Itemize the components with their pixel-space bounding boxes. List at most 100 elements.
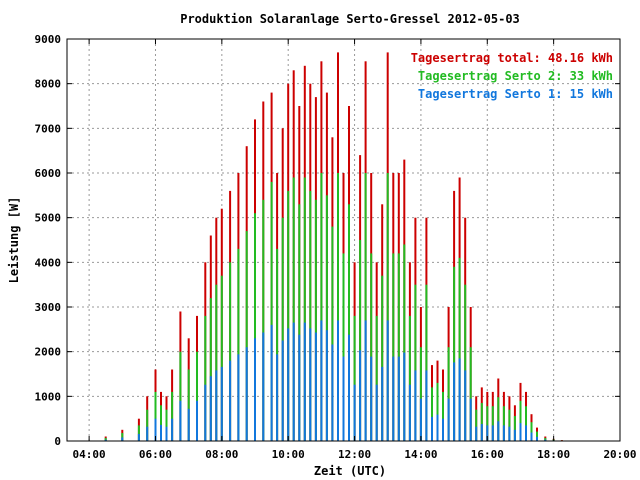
- bar-serto2: [342, 253, 345, 441]
- bar-serto1: [408, 384, 411, 441]
- bar-serto2: [414, 284, 417, 441]
- bar-serto1: [121, 437, 124, 441]
- y-tick-label: 6000: [35, 167, 62, 180]
- bar-serto2: [392, 253, 395, 441]
- bar-serto2: [220, 275, 223, 441]
- bar-serto2: [536, 431, 538, 441]
- bar-serto1: [154, 418, 157, 441]
- bar-serto1: [403, 352, 406, 441]
- bar-serto1: [146, 426, 149, 441]
- bar-serto1: [353, 384, 356, 441]
- bar-serto2: [502, 406, 505, 441]
- bar-serto1: [237, 354, 240, 441]
- legend-serto1: Tagesertrag Serto 1: 15 kWh: [418, 87, 613, 101]
- bar-serto1: [303, 322, 306, 441]
- bar-serto1: [414, 370, 417, 441]
- bar-serto1: [364, 320, 367, 441]
- bar-serto1: [375, 384, 378, 441]
- y-tick-label: 2000: [35, 346, 62, 359]
- bar-serto1: [187, 408, 190, 441]
- bar-serto2: [262, 199, 265, 441]
- x-tick-label: 10:00: [272, 448, 305, 461]
- bar-serto1: [309, 328, 312, 441]
- bar-serto2: [458, 257, 461, 441]
- bar-serto1: [513, 429, 516, 441]
- bar-serto1: [480, 424, 483, 441]
- bar-serto2: [480, 403, 483, 441]
- bar-serto1: [320, 320, 323, 441]
- bar-serto2: [254, 213, 256, 441]
- bar-serto2: [381, 275, 384, 441]
- bar-serto2: [154, 391, 157, 441]
- bar-serto1: [276, 354, 279, 441]
- bar-serto2: [442, 391, 444, 441]
- bar-serto1: [229, 360, 232, 441]
- x-tick-label: 14:00: [404, 448, 437, 461]
- x-tick-label: 16:00: [471, 448, 504, 461]
- bar-serto2: [270, 181, 273, 441]
- bar-serto2: [196, 351, 198, 441]
- x-axis-ticks: 04:00 06:00 08:00 10:00 12:00 14:00 16:00 18:00…: [73, 39, 637, 461]
- bar-serto2: [408, 315, 411, 441]
- x-tick-label: 08:00: [205, 448, 238, 461]
- bar-serto1: [419, 398, 422, 441]
- bar-serto1: [325, 330, 328, 441]
- bar-serto2: [419, 347, 422, 441]
- bar-serto1: [209, 376, 212, 441]
- y-tick-label: 4000: [35, 256, 62, 269]
- bar-serto1: [392, 356, 395, 441]
- bar-serto1: [196, 400, 198, 441]
- bar-serto1: [314, 332, 317, 441]
- bar-serto1: [287, 328, 290, 441]
- bar-serto1: [165, 426, 168, 441]
- bar-serto2: [187, 369, 190, 441]
- bar-serto1: [262, 332, 265, 441]
- bar-serto1: [215, 370, 218, 441]
- y-tick-label: 1000: [35, 390, 62, 403]
- bar-serto1: [525, 425, 527, 441]
- bar-serto1: [204, 384, 207, 441]
- y-axis-ticks: 0 1000 2000 3000 4000 5000 6000 7000 8000 9000: [35, 33, 620, 448]
- bar-serto1: [342, 356, 345, 441]
- bar-serto1: [254, 338, 256, 441]
- bar-serto1: [502, 425, 505, 441]
- bar-serto1: [486, 425, 489, 441]
- bar-serto1: [544, 439, 547, 441]
- bar-serto2: [287, 190, 290, 441]
- bar-serto2: [397, 253, 400, 441]
- bar-serto2: [364, 173, 367, 441]
- y-tick-label: 7000: [35, 122, 62, 135]
- bar-serto1: [281, 340, 284, 441]
- bar-serto2: [469, 347, 472, 441]
- bar-serto1: [464, 370, 467, 441]
- y-tick-label: 0: [54, 435, 61, 448]
- bar-serto1: [292, 322, 295, 441]
- bar-serto2: [121, 433, 124, 441]
- bar-serto1: [270, 324, 273, 441]
- bar-serto1: [458, 358, 461, 441]
- bar-serto1: [436, 414, 439, 441]
- bar-serto1: [397, 356, 400, 441]
- bar-serto1: [179, 400, 182, 441]
- bar-serto2: [431, 387, 433, 441]
- bar-serto2: [386, 173, 389, 441]
- bar-serto2: [276, 248, 279, 441]
- bars: [104, 52, 572, 442]
- bar-serto1: [508, 426, 511, 441]
- bar-serto2: [179, 351, 182, 441]
- bar-serto2: [298, 204, 301, 441]
- bar-serto2: [425, 284, 428, 441]
- legend-total: Tagesertrag total: 48.16 kWh: [411, 51, 613, 65]
- bar-serto2: [530, 422, 533, 441]
- bar-serto2: [348, 204, 350, 441]
- bar-serto2: [464, 284, 467, 441]
- bar-serto1: [381, 366, 384, 441]
- bar-serto2: [497, 397, 500, 441]
- bar-serto2: [544, 437, 547, 441]
- bar-serto2: [281, 217, 284, 441]
- bar-serto2: [375, 315, 378, 441]
- bar-serto1: [160, 424, 162, 441]
- bar-serto2: [215, 284, 218, 441]
- bar-serto1: [298, 334, 301, 441]
